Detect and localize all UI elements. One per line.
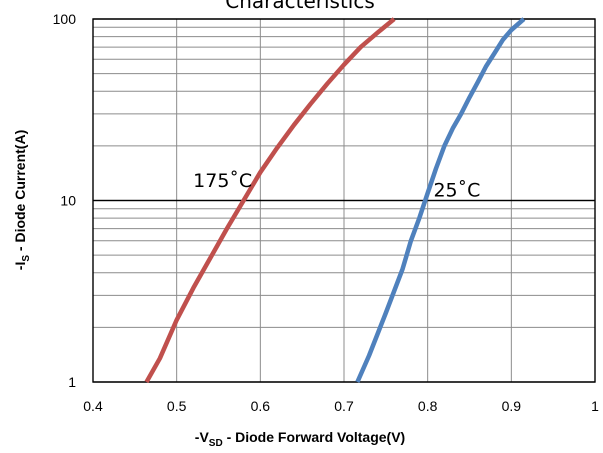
x-tick-label: 0.5 [167, 398, 187, 414]
y-axis-title: -IS - Diode Current(A) [12, 130, 32, 270]
tick-labels: 0.4 0.5 0.6 0.7 0.8 0.9 1 1 10 100 [53, 11, 599, 414]
x-tick-label: 0.4 [83, 398, 103, 414]
y-tick-label: 1 [68, 374, 76, 390]
x-tick-label: 1 [591, 398, 599, 414]
curve-annotations: 175˚C 25˚C [193, 170, 480, 202]
series-line [144, 17, 396, 384]
plot-frame [92, 18, 596, 383]
y-tick-label: 10 [60, 193, 76, 209]
x-axis-title: -VSD - Diode Forward Voltage(V) [195, 429, 405, 449]
y-tick-label: 100 [53, 11, 77, 27]
curve-label: 25˚C [433, 179, 480, 201]
series-line [355, 17, 526, 383]
x-tick-label: 0.6 [251, 398, 271, 414]
series-layer [144, 17, 526, 384]
chart-title: Characteristics [225, 0, 375, 13]
plot-grid [92, 18, 596, 383]
x-tick-label: 0.8 [418, 398, 438, 414]
curve-label: 175˚C [193, 170, 252, 192]
x-tick-label: 0.7 [334, 398, 354, 414]
x-tick-label: 0.9 [502, 398, 522, 414]
